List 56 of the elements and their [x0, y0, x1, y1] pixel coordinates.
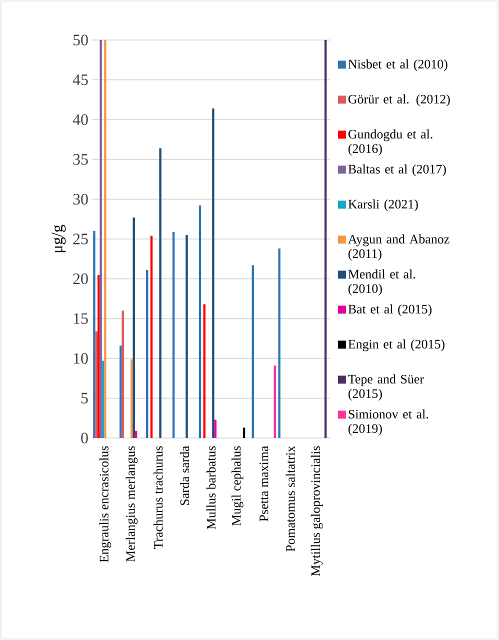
bar — [186, 235, 188, 438]
legend-label: Karsli (2021) — [348, 199, 418, 212]
y-axis-title: μg/g — [52, 224, 66, 252]
y-tick-label: 30 — [73, 194, 88, 205]
bar — [102, 360, 104, 438]
x-tick-label: Mullus barbatus — [206, 446, 216, 530]
bar — [198, 206, 202, 438]
y-tick-label: 5 — [81, 392, 88, 404]
bar — [203, 304, 206, 438]
bar — [242, 428, 246, 438]
bar — [130, 359, 133, 438]
legend-label: Engin et al (2015) — [348, 339, 444, 352]
bar — [122, 310, 124, 438]
y-tick-label: 0 — [81, 432, 88, 444]
y-tick-label: 25 — [73, 234, 88, 244]
x-tick-label: Mytillus galoprovincialis — [310, 446, 323, 576]
bar — [278, 248, 280, 438]
x-tick-label: Engraulis encrasicolus — [99, 446, 112, 562]
bar — [104, 40, 106, 438]
x-tick-label: Psetta maxima — [260, 446, 268, 522]
legend-label: Gundogdu et al. (2016) — [348, 129, 432, 156]
bar — [274, 366, 276, 438]
legend-label: Baltas et al (2017) — [348, 164, 446, 176]
legend-label: Aygun and Abanoz (2011) — [348, 234, 450, 261]
y-tick-label: 10 — [74, 353, 88, 364]
legend-label: Görür et al. (2012) — [348, 94, 450, 106]
legend-label: Bat et al (2015) — [348, 304, 432, 316]
x-tick-label: Merlangius merlangus — [126, 446, 138, 562]
bar — [132, 218, 135, 438]
legend-label: Mendil et al. (2010) — [348, 269, 416, 296]
bar — [324, 40, 327, 438]
bar — [159, 148, 162, 438]
y-tick-label: 50 — [73, 34, 88, 46]
bar — [98, 274, 100, 438]
bar — [172, 232, 175, 438]
bar — [100, 40, 102, 438]
x-tick-label: Pomatomus saltatrix — [286, 446, 295, 552]
y-tick-label: 45 — [72, 74, 88, 86]
bar — [252, 265, 254, 438]
y-tick-label: 15 — [74, 313, 88, 324]
y-tick-label: 35 — [73, 154, 88, 165]
bar — [93, 231, 96, 438]
bar — [150, 236, 153, 438]
legend-label: Simionov et al. (2019) — [348, 409, 428, 436]
bar — [120, 346, 122, 438]
y-tick-label: 20 — [73, 273, 88, 284]
bar — [95, 331, 98, 438]
bar — [214, 420, 216, 438]
bar — [146, 270, 148, 438]
legend-label: Tepe and Süer (2015) — [348, 374, 424, 401]
x-tick-label: Trachurus trachurus — [154, 446, 163, 549]
bar — [212, 108, 214, 438]
legend-label: Nisbet et al (2010) — [348, 59, 448, 72]
x-tick-label: Mugil cephalus — [232, 446, 244, 526]
y-tick-label: 40 — [72, 114, 88, 125]
x-tick-label: Sarda sarda — [180, 446, 190, 505]
